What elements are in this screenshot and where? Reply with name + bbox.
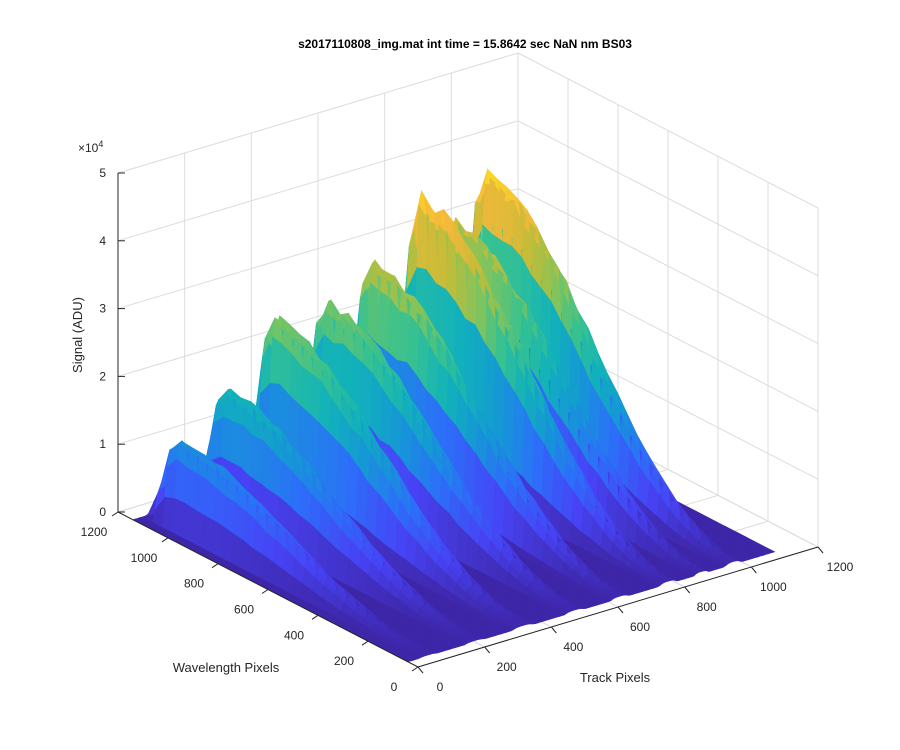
x-tick-label: 400 [563, 640, 583, 654]
z-tick-label: 5 [99, 166, 106, 180]
tick-mark [484, 646, 491, 654]
y-tick-label: 1200 [81, 525, 108, 539]
y-tick-label: 600 [234, 603, 254, 617]
grid-line [517, 52, 819, 209]
tick-mark [684, 586, 691, 594]
y-tick-label: 0 [391, 680, 398, 694]
z-tick-label: 2 [99, 369, 106, 383]
surface-mesh [132, 168, 776, 663]
tick-mark [411, 666, 419, 672]
y-axis-label: Wavelength Pixels [173, 660, 280, 675]
y-tick-label: 200 [334, 654, 354, 668]
z-tick-label: 0 [99, 505, 106, 519]
x-axis-label: Track Pixels [580, 670, 651, 685]
tick-mark [361, 640, 369, 646]
z-tick-label: 3 [99, 302, 106, 316]
tick-mark [817, 546, 824, 554]
tick-mark [111, 511, 119, 517]
grid-line [517, 120, 819, 277]
tick-mark [161, 537, 169, 543]
grid-line [117, 188, 519, 310]
chart-title: s2017110808_img.mat int time = 15.8642 s… [298, 37, 632, 51]
y-tick-label: 1000 [131, 551, 158, 565]
x-tick-label: 1000 [760, 580, 787, 594]
z-axis-exponent: ×104 [78, 139, 103, 155]
z-tick-label: 4 [99, 234, 106, 248]
tick-mark [617, 606, 624, 614]
tick-mark [750, 566, 757, 574]
x-tick-label: 0 [437, 680, 444, 694]
grid-line [117, 52, 519, 174]
x-tick-label: 1200 [827, 560, 854, 574]
tick-mark [550, 626, 557, 634]
tick-mark [417, 666, 424, 674]
tick-mark [261, 589, 269, 594]
tick-mark [311, 614, 319, 620]
z-axis-label: Signal (ADU) [70, 297, 85, 373]
x-tick-label: 600 [630, 620, 650, 634]
x-tick-label: 200 [497, 660, 517, 674]
tick-mark [211, 563, 219, 569]
grid-line [117, 120, 519, 242]
x-tick-label: 800 [697, 600, 717, 614]
y-tick-label: 800 [184, 577, 204, 591]
grid-line [517, 255, 819, 412]
z-tick-label: 1 [99, 437, 106, 451]
y-tick-label: 400 [284, 628, 304, 642]
grid-line [517, 188, 819, 345]
